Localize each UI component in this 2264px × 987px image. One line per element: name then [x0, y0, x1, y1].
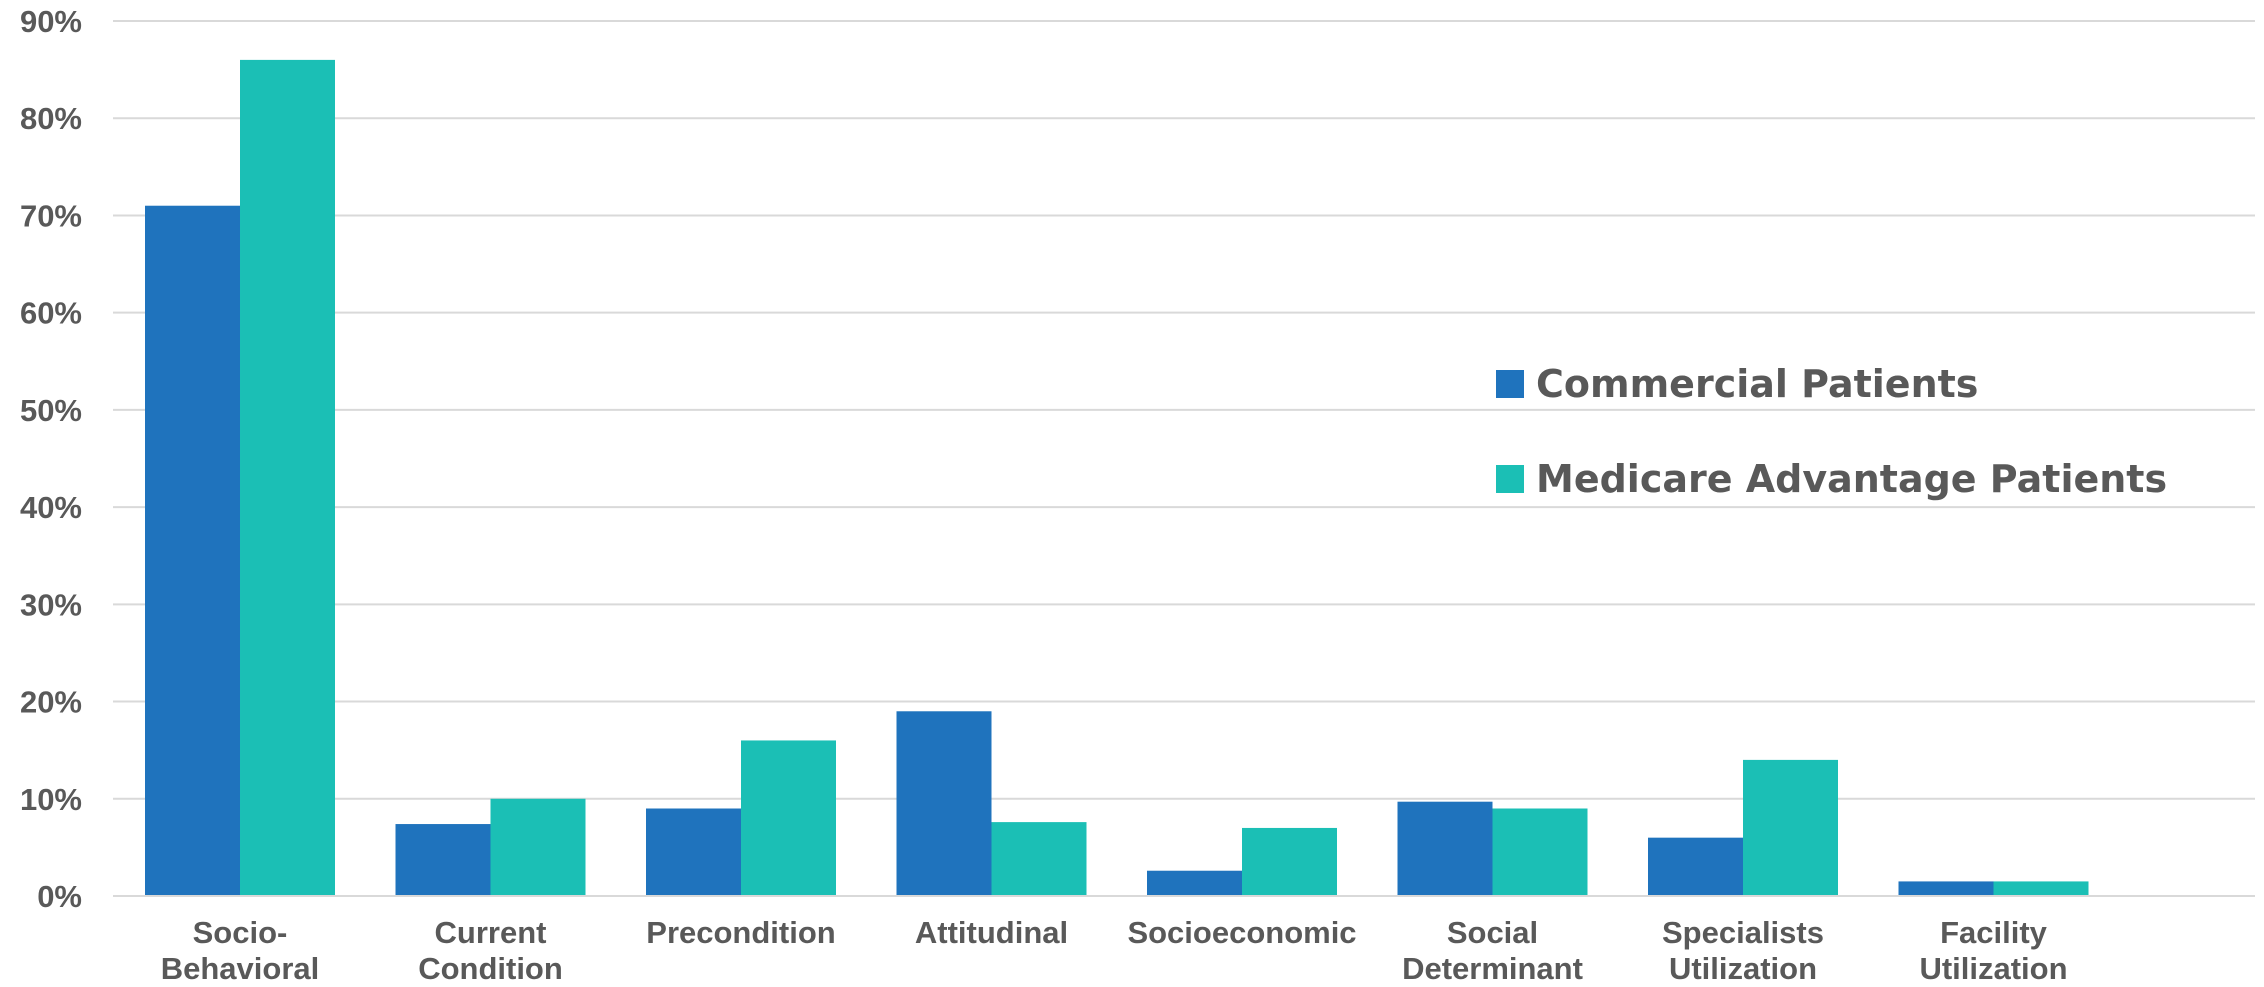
x-tick-label: Utilization [1919, 951, 2067, 986]
bar-commercial [646, 808, 741, 896]
legend-item-medicare: Medicare Advantage Patients [1496, 457, 2167, 501]
x-tick-label: Condition [418, 951, 563, 986]
legend: Commercial Patients Medicare Advantage P… [1496, 362, 2167, 501]
x-tick-label: Precondition [646, 915, 835, 950]
x-tick-label: Determinant [1402, 951, 1583, 986]
bar-medicare [240, 59, 335, 896]
x-tick-label: Attitudinal [915, 915, 1068, 950]
y-tick-label: 40% [20, 490, 82, 525]
bar-medicare [1492, 808, 1588, 896]
legend-swatch-commercial [1496, 370, 1524, 398]
bar-commercial [145, 205, 240, 896]
y-tick-label: 50% [20, 393, 82, 428]
bar-medicare [490, 798, 586, 896]
bar-commercial [1147, 870, 1242, 896]
y-tick-label: 0% [37, 879, 82, 914]
bar-medicare [991, 822, 1087, 896]
y-tick-label: 90% [20, 4, 82, 39]
x-tick-label: Specialists [1662, 915, 1824, 950]
y-axis-ticks: 0% 10% 20% 30% 40% 50% 60% 70% 80% 90% [20, 4, 82, 914]
bar-commercial [1648, 837, 1743, 896]
y-tick-label: 10% [20, 782, 82, 817]
x-tick-label: Socioeconomic [1127, 915, 1356, 950]
y-tick-label: 80% [20, 101, 82, 136]
y-tick-label: 60% [20, 296, 82, 331]
bar-commercial [395, 824, 491, 896]
x-tick-label: Facility [1940, 915, 2048, 950]
legend-label-medicare: Medicare Advantage Patients [1536, 457, 2167, 501]
legend-label-commercial: Commercial Patients [1536, 362, 1978, 406]
bar-medicare [1743, 759, 1838, 896]
x-tick-label: Socio- [193, 915, 288, 950]
x-tick-label: Current [435, 915, 547, 950]
y-tick-label: 70% [20, 198, 82, 233]
legend-item-commercial: Commercial Patients [1496, 362, 1978, 406]
legend-swatch-medicare [1496, 465, 1524, 493]
bars [145, 59, 2089, 896]
x-tick-label: Utilization [1669, 951, 1817, 986]
y-tick-label: 20% [20, 685, 82, 720]
y-tick-label: 30% [20, 587, 82, 622]
x-tick-label: Behavioral [161, 951, 320, 986]
bar-medicare [741, 740, 836, 896]
x-tick-label: Social [1447, 915, 1538, 950]
bar-commercial [1898, 881, 1994, 896]
bar-commercial [1397, 801, 1493, 896]
gridlines [113, 20, 2255, 800]
bar-commercial [896, 711, 992, 896]
bar-medicare [1993, 881, 2089, 896]
bar-medicare [1242, 827, 1337, 896]
